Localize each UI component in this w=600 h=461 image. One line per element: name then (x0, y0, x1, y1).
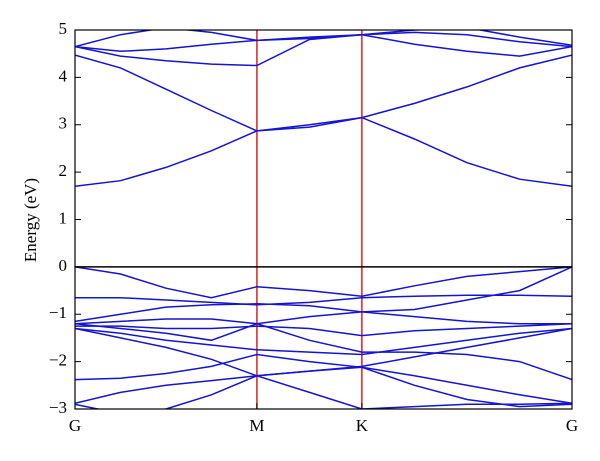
band-line (75, 322, 572, 381)
y-tick-label: 4 (59, 66, 68, 85)
band-line (75, 322, 572, 337)
y-tick-label: 0 (59, 256, 68, 275)
band-line (75, 30, 572, 48)
y-tick-label: 2 (59, 161, 68, 180)
y-tick-label: 5 (59, 19, 68, 38)
y-tick-label: 1 (59, 208, 68, 227)
band-line (75, 294, 572, 306)
band-line (75, 54, 572, 132)
band-line (75, 31, 572, 53)
band-line (75, 266, 572, 299)
y-tick-label: −1 (49, 303, 67, 322)
band-line (75, 366, 572, 405)
band-line (75, 116, 572, 188)
x-tick-label: G (566, 416, 578, 435)
y-tick-label: −3 (49, 398, 67, 417)
y-tick-label: −2 (49, 351, 67, 370)
x-tick-label: M (249, 416, 264, 435)
plot-frame (74, 29, 573, 410)
y-axis-label: Energy (eV) (21, 178, 40, 262)
y-tick-label: 3 (59, 114, 68, 133)
band-line (75, 266, 572, 323)
x-tick-label: G (69, 416, 81, 435)
band-line (75, 33, 572, 67)
x-tick-label: K (356, 416, 369, 435)
band-line (75, 353, 572, 408)
band-line (75, 375, 572, 409)
band-line (75, 327, 572, 356)
plot-area (75, 30, 572, 409)
band-line (75, 311, 572, 325)
